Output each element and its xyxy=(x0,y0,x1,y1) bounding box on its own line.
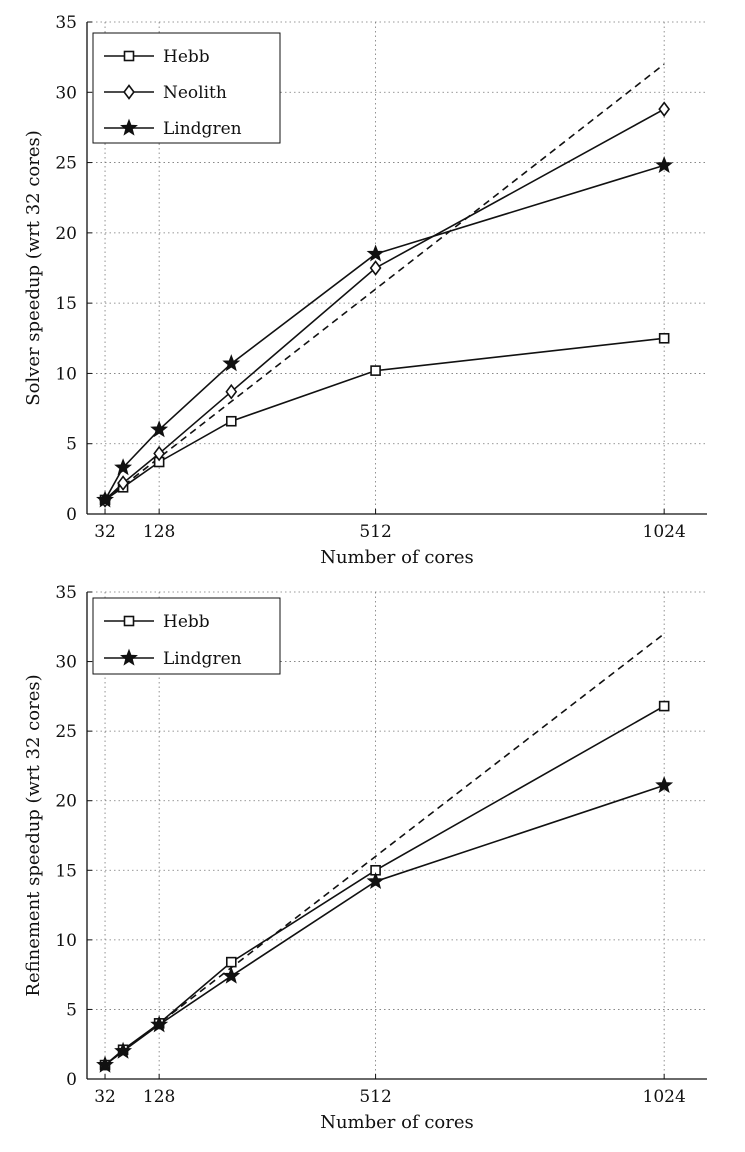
series-line-neolith xyxy=(104,108,665,501)
data-point-hebb xyxy=(658,332,670,344)
x-axis-title: Number of cores xyxy=(320,1112,474,1133)
legend-box xyxy=(92,597,281,675)
data-point-lindgren xyxy=(222,354,241,372)
x-tick-label: 32 xyxy=(94,1087,116,1107)
ideal-speedup-line xyxy=(104,633,665,1066)
series-line-hebb xyxy=(104,337,665,501)
y-tick-label: 5 xyxy=(66,1000,77,1020)
y-tick-label: 10 xyxy=(55,364,77,384)
x-tick-label: 128 xyxy=(143,1087,175,1107)
legend-marker-hebb xyxy=(123,50,135,62)
legend-label-lindgren: Lindgren xyxy=(163,119,242,139)
legend-label-lindgren: Lindgren xyxy=(163,649,242,669)
data-point-lindgren xyxy=(114,458,133,476)
x-tick-label: 1024 xyxy=(643,1087,686,1107)
data-point-neolith xyxy=(117,475,129,491)
ideal-speedup-line xyxy=(104,63,665,501)
data-point-neolith xyxy=(658,101,671,117)
series-line-lindgren xyxy=(104,164,665,501)
data-point-neolith xyxy=(369,260,382,276)
data-point-lindgren xyxy=(114,1041,133,1059)
y-tick-label: 0 xyxy=(66,1070,77,1090)
data-point-neolith xyxy=(153,445,166,462)
refinement-speedup-chart: 0 5 10 15 20 25 30 35 32 128 512 1024 Number of core… xyxy=(23,583,707,1133)
x-tick-label: 1024 xyxy=(643,522,686,542)
y-tick-label: 5 xyxy=(66,435,77,455)
x-tick-label: 32 xyxy=(94,522,116,542)
data-point-hebb xyxy=(225,415,237,427)
data-point-hebb xyxy=(658,700,670,712)
y-tick-label: 35 xyxy=(55,583,77,603)
y-tick-label: 0 xyxy=(66,505,77,525)
data-point-lindgren xyxy=(366,872,385,890)
data-point-lindgren xyxy=(150,420,169,438)
data-point-lindgren xyxy=(96,490,114,508)
legend-label-neolith: Neolith xyxy=(163,83,227,103)
series-line-hebb xyxy=(104,705,665,1066)
legend-marker-lindgren xyxy=(120,118,138,136)
y-tick-label: 30 xyxy=(55,653,77,673)
solver-speedup-chart: 0 5 10 15 20 25 30 35 32 128 512 1024 Number of core… xyxy=(23,13,707,568)
y-tick-label: 25 xyxy=(55,722,77,742)
y-tick-label: 10 xyxy=(55,931,77,951)
y-tick-label: 15 xyxy=(55,294,77,314)
data-point-lindgren xyxy=(150,1015,169,1033)
y-tick-label: 20 xyxy=(55,792,77,812)
legend-label-hebb: Hebb xyxy=(163,47,210,67)
legend-marker-lindgren xyxy=(120,648,138,666)
x-tick-label: 512 xyxy=(359,522,391,542)
data-point-hebb xyxy=(370,365,381,376)
x-axis-title: Number of cores xyxy=(320,547,474,568)
y-tick-label: 30 xyxy=(55,83,77,103)
y-tick-label: 25 xyxy=(55,154,77,174)
data-point-hebb xyxy=(225,956,237,968)
legend-marker-neolith xyxy=(123,84,135,100)
y-tick-label: 35 xyxy=(55,13,77,33)
x-tick-label: 128 xyxy=(143,522,175,542)
y-tick-label: 20 xyxy=(55,224,77,244)
series-line-lindgren xyxy=(104,784,665,1066)
data-point-lindgren xyxy=(222,966,241,984)
data-point-lindgren xyxy=(96,1055,114,1073)
y-axis-title: Solver speedup (wrt 32 cores) xyxy=(23,130,44,406)
y-axis-title: Refinement speedup (wrt 32 cores) xyxy=(23,674,44,996)
legend-marker-hebb xyxy=(123,615,135,627)
data-point-lindgren xyxy=(366,244,385,262)
legend-label-hebb: Hebb xyxy=(163,612,210,632)
data-point-lindgren xyxy=(655,155,674,173)
y-tick-label: 15 xyxy=(55,861,77,881)
x-tick-label: 512 xyxy=(359,1087,391,1107)
data-point-lindgren xyxy=(655,776,674,794)
data-point-neolith xyxy=(225,383,238,400)
